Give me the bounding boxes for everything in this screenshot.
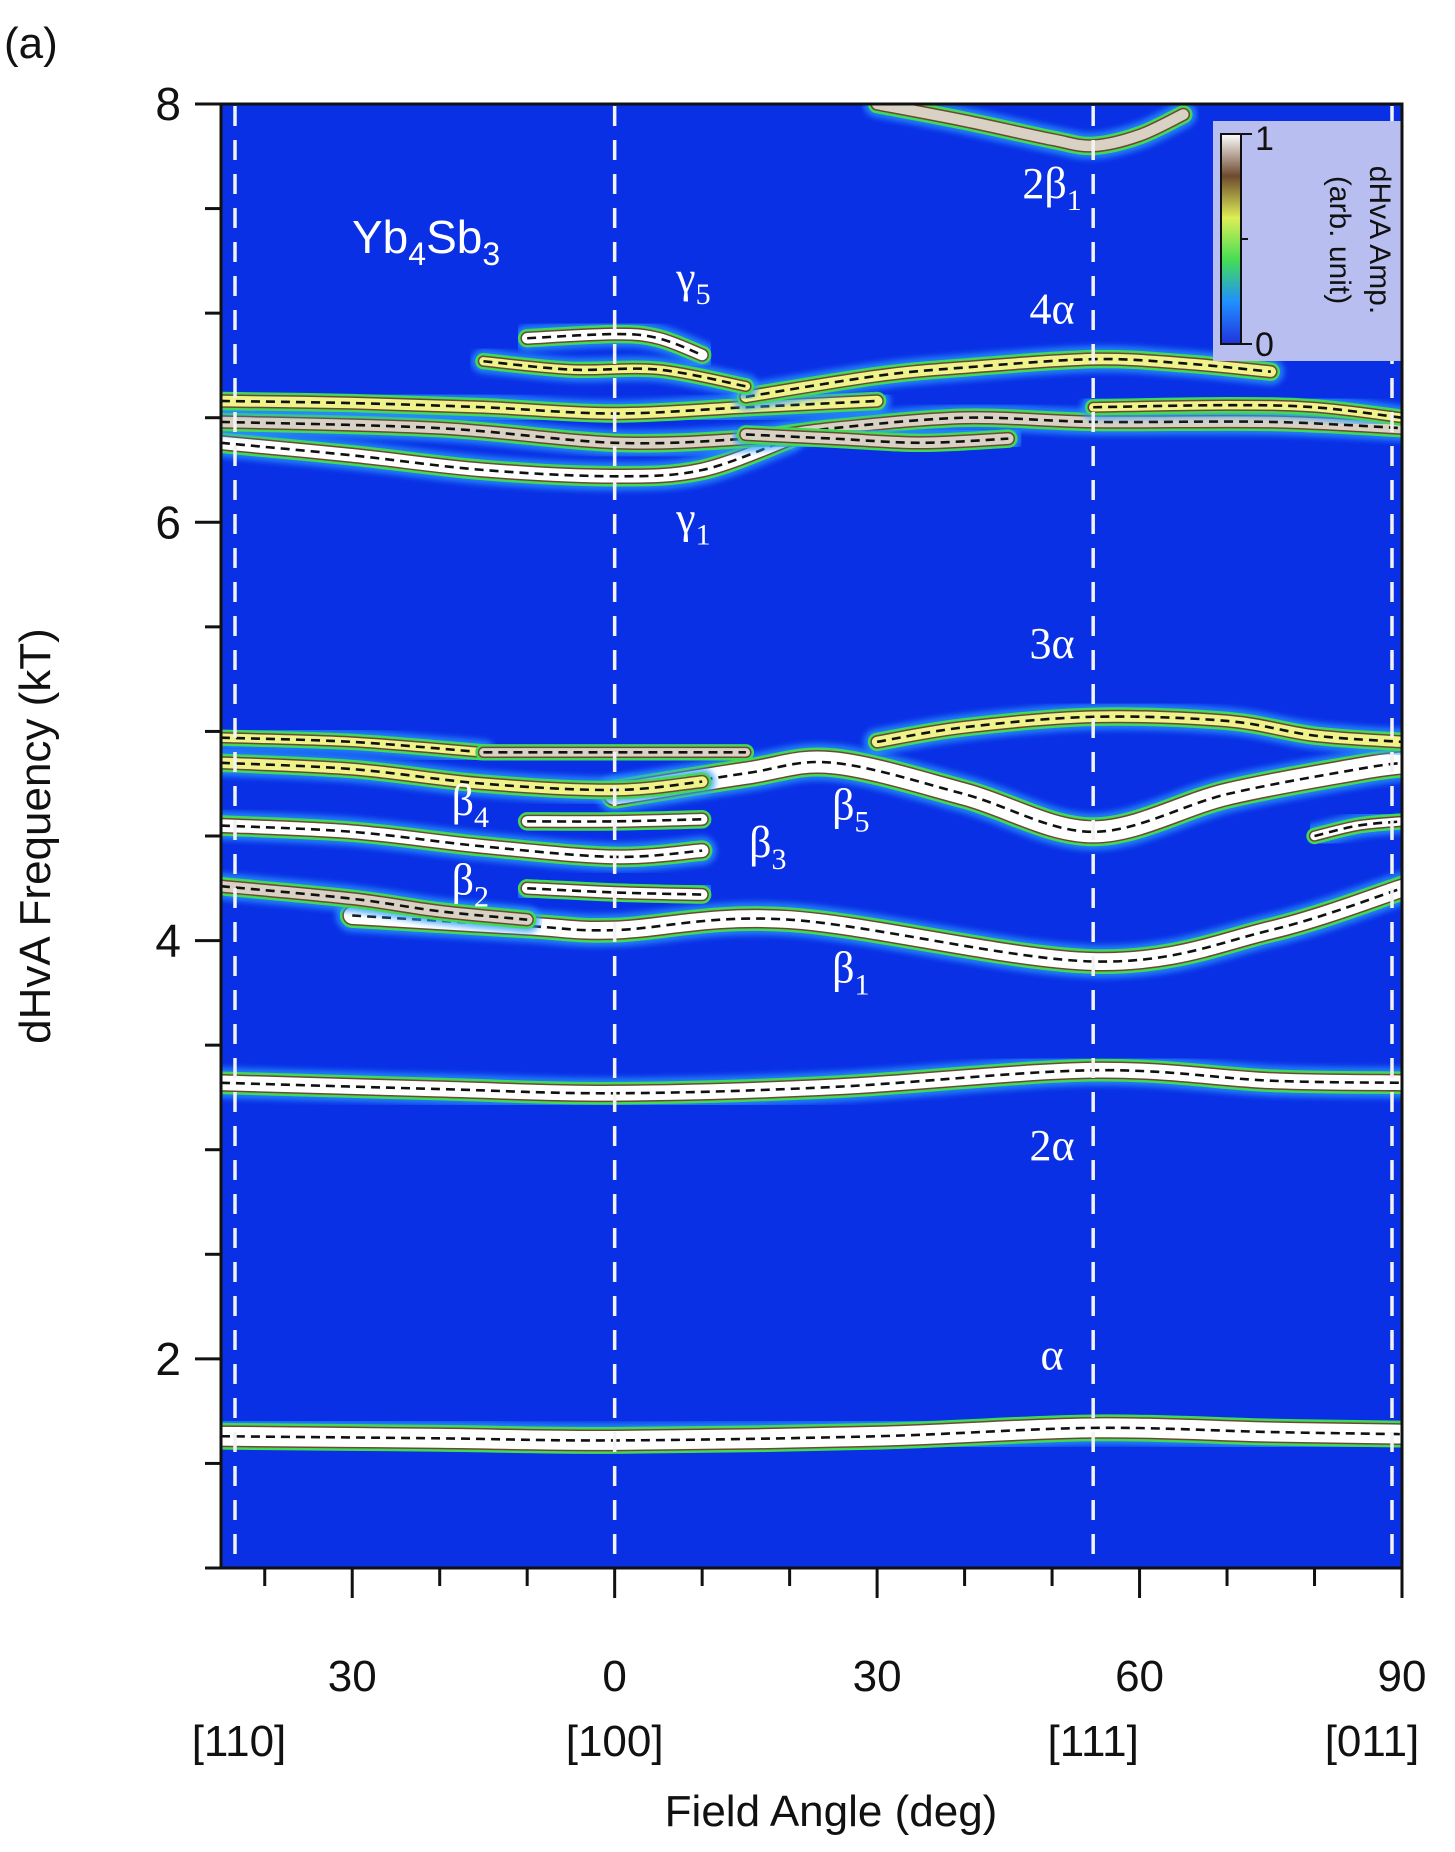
branch-fit-line [221, 1426, 1402, 1442]
annotation-γ1: γ1 [675, 494, 710, 552]
branch-2β1 [863, 104, 1197, 160]
branch-fit-line [221, 416, 1402, 445]
x-tick-label: 90 [1378, 1652, 1427, 1701]
branch-γ-right [1081, 392, 1402, 430]
branch-fit-line [745, 357, 1271, 399]
branch-fit-line [614, 760, 1402, 834]
x-tick-label: 0 [602, 1652, 626, 1701]
branch-γ1 [221, 424, 804, 491]
branch-fit-line [221, 824, 703, 859]
y-axis: 2 4 6 8 [155, 78, 221, 1570]
branch-fit-line [221, 1068, 1402, 1095]
x-direction-label: [111] [1048, 1717, 1139, 1766]
annotation-2α: 2α [1030, 1121, 1075, 1170]
branch-fit-line [221, 437, 791, 478]
panel-label: (a) [4, 19, 58, 68]
material-label: Yb4Sb3 [352, 211, 500, 272]
annotation-β1: β1 [832, 943, 869, 1001]
branch-fit-line [221, 884, 528, 921]
branch-fit-line [1093, 403, 1402, 420]
branch-core [871, 104, 1189, 152]
x-axis: 30 0 30 60 90 [110] [100] [111] [011] [192, 1568, 1427, 1766]
branch-fit-line [876, 715, 1402, 744]
branch-β-right [1302, 809, 1402, 849]
colorbar-label-line2: (arb. unit) [1323, 176, 1356, 304]
annotation-3α: 3α [1030, 619, 1075, 668]
branch-γ5 [513, 320, 716, 369]
branch-fit-line [221, 761, 703, 792]
branch-fit-line [527, 332, 703, 357]
colorbar-max-label: 1 [1255, 120, 1274, 158]
x-direction-label: [100] [566, 1717, 664, 1766]
annotation-β5: β5 [832, 780, 869, 838]
x-tick-label: 30 [853, 1652, 902, 1701]
branch-β4 [221, 811, 717, 872]
colorbar-min-label: 0 [1255, 326, 1274, 364]
x-tick-label: 30 [328, 1652, 377, 1701]
colorbar: 1 0 dHvA Amp. (arb. unit) [1213, 120, 1401, 364]
branch-fit-line [527, 817, 703, 823]
branch-fit-line [352, 887, 1402, 963]
branch-β-top-left [221, 725, 496, 765]
branch-3α [863, 703, 1402, 756]
branch-γ-c [732, 421, 1022, 457]
annotation-β2: β2 [452, 856, 489, 914]
colorbar-label-line1: dHvA Amp. [1363, 166, 1396, 314]
annotation-β4: β4 [452, 776, 489, 834]
colorbar-scale [1220, 133, 1242, 345]
annotation-γ5: γ5 [675, 253, 710, 311]
colorbar-panel [1213, 121, 1401, 361]
x-direction-label: [011] [1325, 1717, 1420, 1766]
y-axis-label: dHvA Frequency (kT) [11, 628, 60, 1044]
branch-annotations: α 2α 3α 4α 2β1 β1 β2 β3 β4 β5 γ1 γ5 [452, 159, 1082, 1379]
annotation-α: α [1041, 1330, 1064, 1379]
branch-β5 [596, 743, 1402, 851]
branch-fit-line [527, 886, 703, 896]
branch-2α [221, 1054, 1402, 1109]
annotation-2β1: 2β1 [1022, 159, 1081, 217]
y-tick-label: 2 [155, 1333, 181, 1385]
annotation-4α: 4α [1030, 285, 1075, 334]
branch-fit-line [221, 736, 484, 754]
y-tick-label: 6 [155, 496, 181, 548]
y-tick-label: 8 [155, 78, 181, 130]
branch-α [221, 1410, 1402, 1458]
x-tick-label: 60 [1115, 1652, 1164, 1701]
branch-γ-d [471, 349, 759, 399]
x-axis-label: Field Angle (deg) [665, 1787, 998, 1836]
branch-β-upper-left [221, 749, 716, 804]
x-direction-label: [110] [192, 1717, 287, 1766]
y-tick-label: 4 [155, 915, 181, 967]
branch-β-left [221, 872, 541, 933]
branch-fit-line [745, 433, 1009, 445]
annotation-β3: β3 [749, 818, 786, 876]
branch-fit-line [483, 359, 747, 388]
branch-layer [221, 104, 1402, 1458]
branch-4α [732, 345, 1285, 411]
